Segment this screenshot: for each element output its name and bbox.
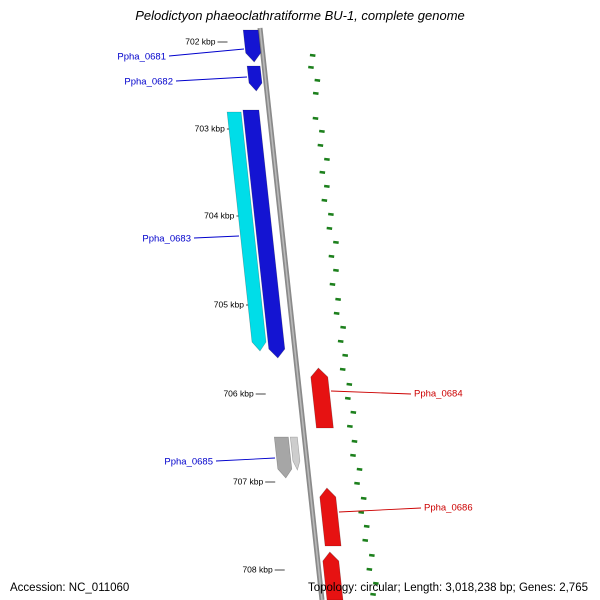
gene-label-ppha-0682[interactable]: Ppha_0682 (124, 77, 173, 88)
axis-tick-label: 702 kbp (185, 36, 216, 46)
axis-tick-label: 708 kbp (242, 564, 273, 574)
feature-dash (358, 510, 365, 514)
gene-label-ppha-0681[interactable]: Ppha_0681 (117, 52, 166, 63)
status-bar: Accession: NC_011060 Topology: circular;… (10, 582, 588, 594)
axis-tick-label: 704 kbp (204, 210, 235, 220)
axis-tick-label: 705 kbp (214, 299, 245, 309)
gene-ppha-0682[interactable] (246, 65, 263, 92)
gene-ppha-0685-gene[interactable] (273, 436, 293, 479)
axis-tick-label: 703 kbp (195, 123, 226, 133)
feature-dash (342, 353, 349, 357)
feature-dash (321, 198, 328, 202)
feature-dash (329, 282, 336, 286)
gene-ppha-0686[interactable] (319, 487, 342, 547)
feature-dash (370, 592, 376, 596)
feature-dash (362, 538, 369, 542)
feature-dash (319, 129, 325, 133)
gene-ppha-0683-cds[interactable] (242, 109, 286, 359)
gene-label-ppha-0683[interactable]: Ppha_0683 (142, 234, 191, 245)
feature-dash (351, 439, 358, 443)
feature-dash (368, 553, 375, 557)
feature-dash (309, 53, 316, 57)
feature-dash (328, 212, 334, 216)
gene-ppha-0684[interactable] (310, 367, 334, 429)
gene-ppha-0685-cds[interactable] (289, 436, 301, 471)
gene-partial-bottom[interactable] (322, 551, 344, 600)
feature-dash (333, 268, 339, 272)
leader-line-ppha-0685 (215, 457, 276, 462)
feature-dash (337, 339, 344, 343)
feature-dash (344, 396, 351, 400)
feature-dash (356, 467, 363, 471)
feature-dash (326, 226, 333, 230)
feature-dash (366, 567, 373, 571)
leader-line-ppha-0686 (338, 507, 422, 513)
feature-dash (328, 254, 335, 258)
gene-ppha-0683-gene[interactable] (226, 111, 267, 352)
gene-label-ppha-0686[interactable]: Ppha_0686 (424, 503, 473, 514)
feature-dash (312, 116, 319, 120)
leader-line-ppha-0683 (193, 235, 240, 239)
feature-dash (360, 496, 367, 500)
feature-dash (350, 453, 356, 457)
feature-dash (339, 367, 346, 371)
leader-line-ppha-0681 (168, 48, 245, 57)
feature-dash (333, 311, 340, 315)
page-title: Pelodictyon phaeoclathratiforme BU-1, co… (135, 8, 465, 23)
genome-backbone-highlight (259, 27, 323, 600)
feature-dash (363, 524, 370, 528)
feature-dash (372, 581, 379, 585)
leader-line-ppha-0684 (330, 390, 412, 395)
feature-dash (346, 424, 353, 428)
leader-line-ppha-0682 (175, 76, 248, 82)
gene-ppha-0681[interactable] (242, 29, 262, 63)
feature-dash (346, 382, 353, 386)
feature-dash (350, 410, 357, 414)
axis-tick-label: 706 kbp (223, 388, 254, 398)
feature-dash (308, 65, 314, 69)
gene-label-ppha-0685[interactable]: Ppha_0685 (164, 457, 213, 468)
feature-dash (323, 184, 330, 188)
feature-dash (340, 325, 347, 329)
feature-dash (333, 240, 339, 244)
status-topology: Topology: circular; Length: 3,018,238 bp… (307, 582, 588, 594)
axis-tick-label: 707 kbp (233, 476, 264, 486)
feature-dash (335, 297, 341, 301)
feature-dash (354, 481, 360, 485)
feature-dash (319, 170, 326, 174)
feature-dash (312, 91, 319, 95)
feature-dash (324, 157, 330, 161)
feature-dash (317, 143, 324, 147)
gene-label-ppha-0684[interactable]: Ppha_0684 (414, 389, 463, 400)
feature-dash (314, 78, 321, 82)
status-accession: Accession: NC_011060 (10, 582, 130, 594)
